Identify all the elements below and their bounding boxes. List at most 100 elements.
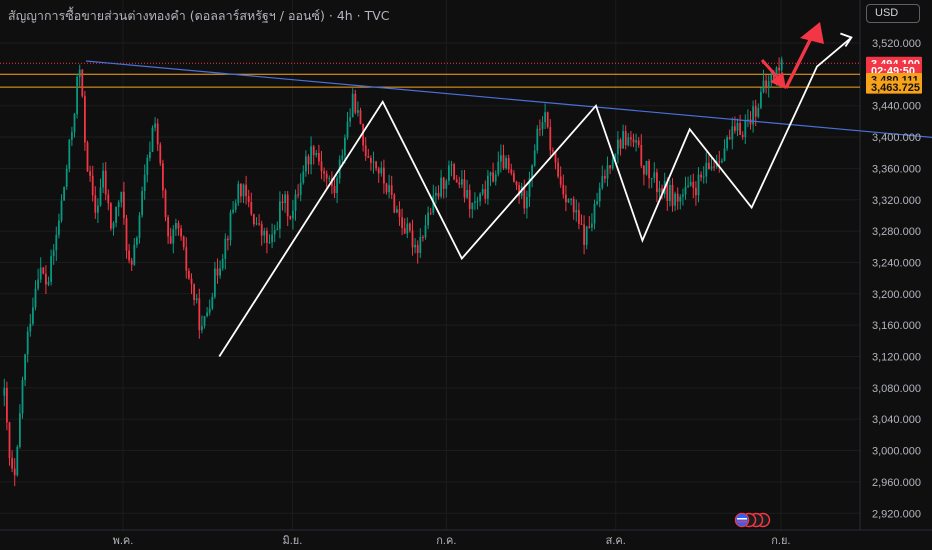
candle-body (377, 168, 380, 174)
candle-body (102, 170, 104, 188)
candle-body (393, 194, 396, 213)
candle-body (84, 96, 86, 143)
candle-body (494, 174, 497, 182)
candle-body (234, 202, 237, 210)
flag-icon (736, 514, 748, 526)
zigzag-arrowhead (840, 32, 853, 48)
candle-body (713, 166, 715, 168)
candle-body (666, 180, 669, 202)
candle-body (448, 165, 450, 181)
candle-body (65, 168, 68, 187)
candle-body (201, 325, 203, 331)
candle-body (617, 139, 619, 155)
candle-body (151, 127, 154, 152)
candle-body (778, 67, 780, 71)
candle-body (557, 162, 559, 177)
candle-body (645, 160, 648, 175)
candle-body (299, 182, 302, 195)
candle-body (123, 191, 125, 219)
price-axis[interactable]: 2,920.000 2,960.000 3,000.000 3,040.000 3,08… (872, 38, 921, 520)
candle-body (255, 223, 258, 225)
candle-body (310, 146, 312, 165)
x-tick-label: พ.ค. (113, 535, 134, 547)
y-tick-label: 3,040.000 (872, 414, 921, 426)
candle-body (156, 123, 159, 145)
candle-body (286, 194, 289, 217)
candle-body (669, 184, 671, 202)
candle-body (341, 155, 344, 160)
candle-body (739, 122, 741, 135)
candle-body (760, 91, 762, 108)
candle-body (125, 218, 128, 251)
candle-body (588, 226, 591, 228)
time-axis[interactable]: พ.ค. มิ.ย. ก.ค. ส.ค. ก.ย. (113, 535, 791, 547)
candle-body (442, 177, 445, 189)
candle-body (86, 142, 89, 172)
candle-body (52, 250, 55, 257)
candle-body (505, 158, 507, 169)
candle-body (606, 165, 609, 179)
candle-body (463, 179, 466, 198)
candle-body (370, 157, 372, 163)
candle-body (273, 230, 276, 235)
candle-body (403, 228, 406, 234)
candle-body (193, 284, 195, 300)
candle-body (762, 80, 765, 92)
candle-body (344, 137, 346, 156)
candle-body (276, 228, 279, 231)
candle-body (112, 222, 115, 229)
candle-body (643, 165, 645, 175)
candle-body (424, 225, 427, 238)
candle-body (684, 186, 687, 195)
candle-body (692, 181, 695, 188)
candle-body (117, 202, 120, 207)
currency-button[interactable]: USD (866, 4, 920, 23)
candle-body (533, 150, 536, 166)
candle-body (497, 161, 500, 175)
candle-body (611, 159, 614, 169)
candle-body (232, 209, 234, 213)
candle-body (640, 144, 643, 166)
candle-body (414, 244, 416, 248)
candle-body (154, 123, 156, 128)
candle-body (357, 110, 359, 113)
candle-body (570, 198, 572, 200)
annotation-arrows (760, 22, 824, 89)
candle-body (99, 187, 102, 206)
candle-body (661, 188, 663, 195)
candle-body (180, 228, 182, 237)
candle-body (609, 165, 611, 169)
y-tick-label: 3,280.000 (872, 226, 921, 238)
candle-body (247, 196, 250, 203)
candle-body (188, 270, 190, 279)
candle-body (383, 167, 385, 184)
candle-body (437, 192, 440, 197)
candle-body (572, 198, 575, 213)
candle-body (468, 189, 471, 210)
y-tick-label: 3,520.000 (872, 38, 921, 50)
events-icon[interactable] (734, 512, 771, 528)
candle-body (253, 214, 255, 225)
candle-body (575, 210, 578, 213)
candle-body (562, 184, 565, 195)
y-tick-label: 2,960.000 (872, 477, 921, 489)
candle-body (219, 268, 221, 276)
candle-body (653, 172, 656, 179)
candle-body (754, 106, 757, 117)
candle-body (26, 331, 29, 355)
candle-body (242, 184, 245, 197)
candle-body (749, 119, 752, 125)
candle-body (302, 171, 305, 183)
candle-body (159, 144, 162, 164)
candle-body (767, 80, 770, 87)
candle-body (307, 156, 310, 165)
candle-body (136, 237, 138, 245)
y-tick-label: 3,120.000 (872, 352, 921, 364)
candle-body (91, 175, 94, 196)
candle-body (435, 192, 437, 196)
candlestick-series (3, 56, 783, 487)
arrow-down-head (770, 72, 786, 89)
candle-body (598, 188, 601, 202)
candle-body (565, 194, 567, 203)
